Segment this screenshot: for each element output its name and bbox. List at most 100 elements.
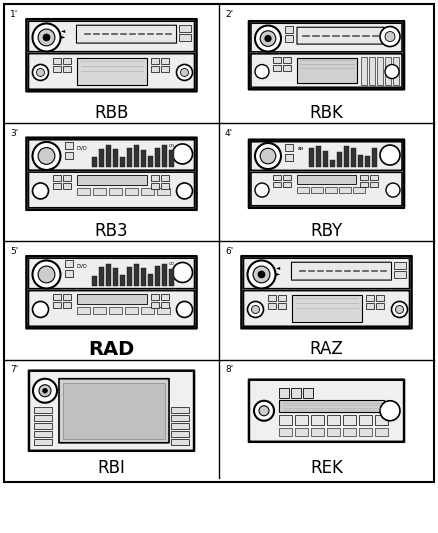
Circle shape: [396, 305, 403, 313]
Bar: [285, 154, 293, 161]
Bar: [179, 34, 191, 41]
Bar: [124, 306, 138, 313]
Bar: [109, 306, 121, 313]
Bar: [372, 148, 377, 167]
Text: AM: AM: [298, 147, 304, 151]
Bar: [120, 275, 124, 286]
Bar: [120, 157, 124, 167]
Circle shape: [392, 302, 407, 318]
Bar: [283, 175, 291, 180]
Text: RAD: RAD: [88, 340, 134, 359]
Bar: [63, 302, 71, 308]
FancyBboxPatch shape: [291, 262, 392, 280]
Circle shape: [177, 183, 192, 199]
Circle shape: [38, 266, 55, 283]
FancyBboxPatch shape: [241, 256, 412, 328]
Bar: [63, 294, 71, 300]
Text: ◄
►: ◄ ►: [61, 28, 66, 39]
Circle shape: [42, 388, 47, 393]
FancyBboxPatch shape: [28, 140, 194, 170]
Bar: [113, 268, 117, 286]
Bar: [285, 144, 293, 151]
Bar: [77, 188, 89, 195]
Circle shape: [260, 31, 276, 46]
Bar: [353, 188, 365, 193]
Bar: [156, 188, 170, 195]
Bar: [34, 439, 52, 445]
Bar: [297, 58, 357, 83]
Bar: [127, 266, 131, 286]
Text: REK: REK: [310, 459, 343, 477]
Bar: [92, 188, 106, 195]
Bar: [34, 423, 52, 429]
Bar: [273, 175, 281, 180]
Bar: [279, 400, 384, 412]
Bar: [53, 66, 60, 71]
FancyBboxPatch shape: [28, 54, 194, 90]
Circle shape: [33, 379, 57, 403]
Bar: [393, 271, 406, 278]
Bar: [53, 302, 60, 308]
Circle shape: [177, 302, 192, 318]
Bar: [393, 262, 406, 269]
Bar: [375, 303, 384, 309]
Bar: [63, 175, 71, 181]
Bar: [311, 188, 323, 193]
Bar: [343, 428, 356, 436]
Bar: [279, 387, 289, 398]
Bar: [279, 428, 292, 436]
Bar: [171, 407, 189, 413]
FancyBboxPatch shape: [28, 258, 194, 289]
Text: CD: CD: [169, 262, 174, 266]
FancyBboxPatch shape: [251, 142, 402, 171]
Bar: [273, 182, 281, 188]
Circle shape: [173, 262, 192, 282]
Circle shape: [258, 271, 265, 278]
FancyBboxPatch shape: [59, 379, 169, 443]
Bar: [344, 147, 349, 167]
Bar: [53, 294, 60, 300]
Text: DVD: DVD: [77, 264, 87, 269]
Bar: [327, 415, 340, 425]
Bar: [279, 415, 292, 425]
Bar: [141, 150, 145, 167]
Bar: [106, 264, 110, 286]
Bar: [162, 264, 166, 286]
Bar: [92, 276, 96, 286]
Bar: [99, 267, 103, 286]
Circle shape: [255, 64, 269, 78]
Bar: [283, 182, 291, 188]
FancyBboxPatch shape: [26, 138, 197, 210]
Circle shape: [255, 143, 281, 169]
Bar: [273, 57, 281, 63]
Bar: [311, 415, 324, 425]
Bar: [311, 428, 324, 436]
Bar: [151, 183, 159, 189]
Bar: [295, 428, 308, 436]
Circle shape: [247, 302, 264, 318]
Bar: [34, 415, 52, 421]
Bar: [268, 295, 276, 301]
Circle shape: [32, 261, 60, 288]
Circle shape: [385, 31, 395, 42]
Circle shape: [39, 385, 51, 397]
Bar: [297, 175, 356, 184]
Bar: [273, 65, 281, 71]
FancyBboxPatch shape: [77, 25, 177, 43]
Bar: [359, 415, 372, 425]
Bar: [34, 407, 52, 413]
Text: RBB: RBB: [94, 103, 129, 122]
Bar: [375, 415, 388, 425]
FancyBboxPatch shape: [249, 140, 404, 208]
Bar: [278, 303, 286, 309]
Circle shape: [177, 64, 192, 80]
Bar: [327, 428, 340, 436]
Text: RB3: RB3: [95, 222, 128, 240]
Circle shape: [247, 261, 276, 288]
Bar: [160, 302, 169, 308]
FancyBboxPatch shape: [251, 172, 402, 206]
Circle shape: [251, 305, 259, 313]
Bar: [106, 145, 110, 167]
Bar: [151, 58, 159, 63]
Bar: [148, 156, 152, 167]
